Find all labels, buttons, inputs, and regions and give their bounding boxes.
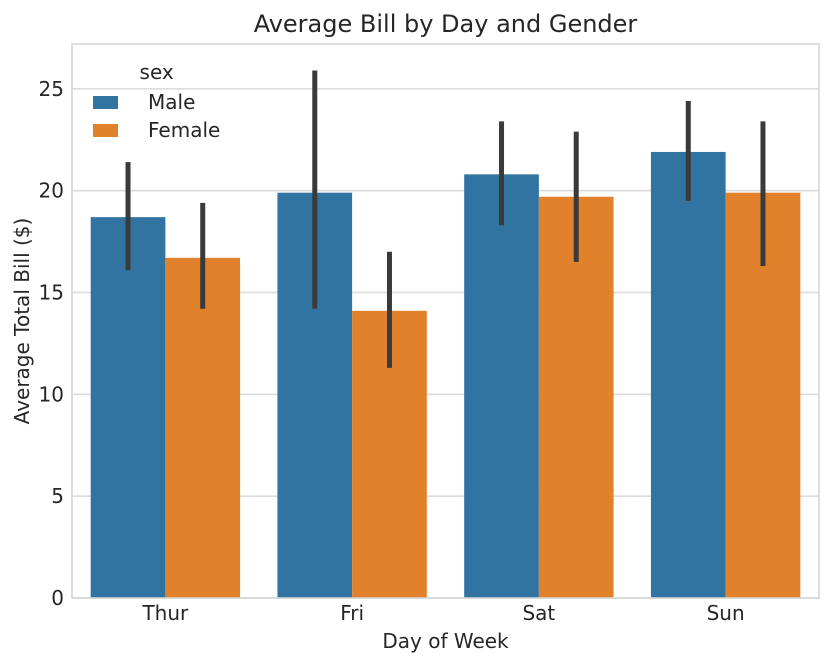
legend-swatch-female-icon [93, 123, 118, 137]
x-tick-label-fri: Fri [340, 601, 364, 625]
bar-thur-male [90, 217, 166, 598]
legend-item-male: Male [93, 88, 220, 116]
y-tick-label-25: 25 [39, 77, 64, 101]
x-tick-label-sat: Sat [522, 601, 555, 625]
legend-swatch-male-icon [93, 95, 118, 109]
legend-label-female: Female [148, 118, 221, 142]
x-axis-label: Day of Week [382, 629, 509, 653]
bar-sat-male [464, 174, 539, 598]
y-tick-label-10: 10 [39, 382, 64, 406]
bar-sun-male [650, 151, 726, 598]
bar-sat-female [538, 196, 614, 598]
y-axis-label: Average Total Bill ($) [10, 217, 34, 425]
y-tick-label-20: 20 [39, 179, 64, 203]
legend-title: sex [139, 60, 174, 84]
y-tick-label-0: 0 [51, 586, 64, 610]
x-tick-label-thur: Thur [141, 601, 189, 625]
x-tick-label-sun: Sun [707, 601, 745, 625]
plot-border [71, 43, 820, 599]
y-tick-label-15: 15 [39, 280, 64, 304]
legend-item-female: Female [93, 116, 220, 144]
legend-label-male: Male [148, 90, 196, 114]
bar-thur-female [165, 257, 241, 598]
y-tick-label-5: 5 [51, 484, 64, 508]
legend: sex Male Female [93, 60, 220, 144]
chart-title: Average Bill by Day and Gender [253, 10, 638, 38]
